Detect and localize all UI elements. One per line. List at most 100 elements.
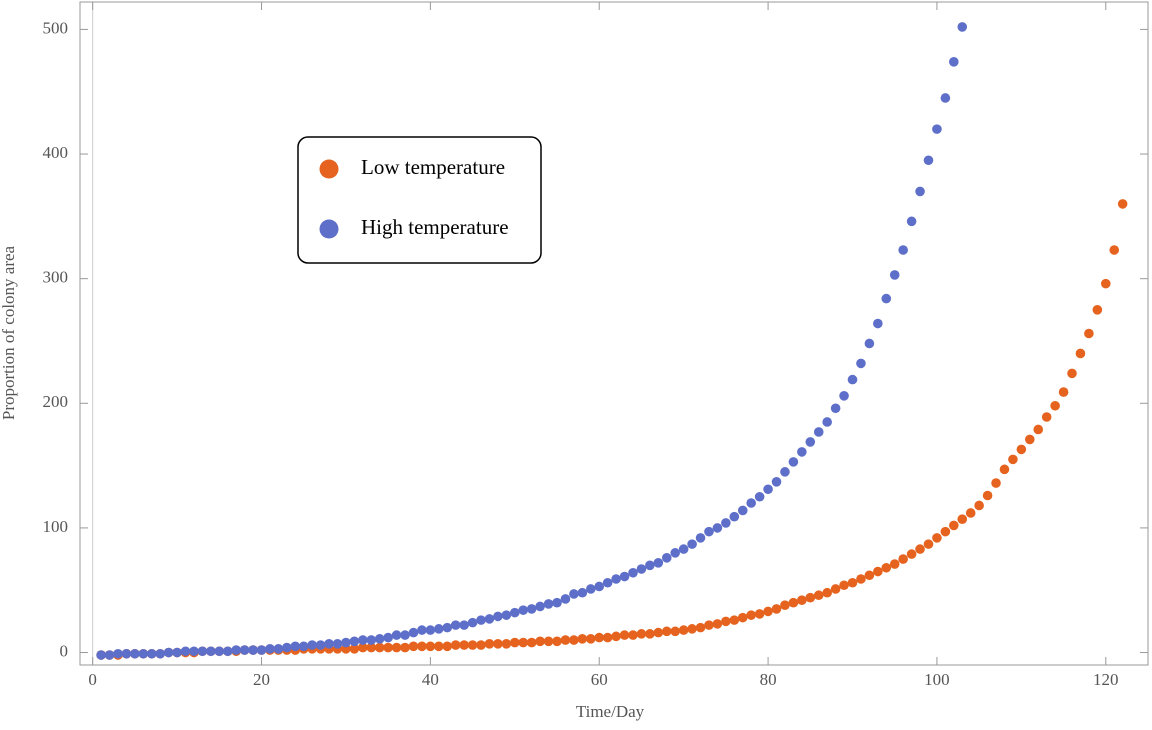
point — [509, 607, 520, 618]
point — [780, 600, 790, 610]
point — [940, 526, 951, 537]
point — [425, 625, 436, 635]
point — [695, 533, 706, 543]
y-tick-label: 100 — [43, 517, 69, 536]
legend-box — [297, 136, 542, 264]
point — [121, 648, 132, 659]
point — [1016, 444, 1027, 455]
point — [526, 604, 537, 614]
point — [197, 646, 208, 657]
point — [965, 508, 976, 518]
x-tick-label: 120 — [1093, 670, 1119, 689]
x-tick-label: 40 — [422, 670, 439, 689]
point — [1058, 387, 1069, 397]
point — [459, 620, 469, 630]
point — [366, 642, 377, 653]
point — [628, 567, 638, 578]
point — [535, 601, 545, 612]
point — [543, 636, 554, 647]
y-axis-label: Proportion of colony area — [0, 245, 18, 420]
point — [104, 650, 115, 660]
legend-marker — [319, 219, 339, 239]
point — [915, 544, 925, 554]
x-tick-label: 0 — [88, 670, 97, 689]
point — [754, 609, 765, 619]
point — [771, 604, 782, 614]
point — [763, 606, 773, 617]
point — [746, 610, 756, 620]
point — [712, 523, 723, 533]
point — [704, 620, 714, 630]
point — [526, 637, 537, 648]
point — [231, 645, 241, 655]
y-tick-label: 500 — [43, 18, 69, 37]
point — [915, 186, 925, 197]
point — [256, 645, 267, 655]
point — [721, 518, 731, 528]
point — [1109, 245, 1120, 255]
point — [1100, 278, 1111, 289]
point — [383, 632, 393, 643]
point — [417, 641, 427, 652]
point — [661, 553, 672, 563]
point — [349, 636, 360, 647]
y-tick-label: 200 — [43, 392, 69, 411]
point — [873, 318, 883, 329]
point — [712, 619, 723, 629]
point — [678, 544, 689, 554]
point — [856, 358, 866, 369]
point — [636, 564, 647, 574]
point — [1050, 400, 1060, 411]
point — [1067, 368, 1077, 379]
point — [949, 57, 959, 67]
point — [847, 374, 858, 385]
point — [594, 581, 605, 592]
point — [889, 270, 900, 280]
point — [130, 648, 140, 659]
point — [113, 648, 123, 659]
x-axis-label: Time/Day — [576, 702, 645, 721]
point — [729, 615, 740, 625]
point — [315, 640, 326, 650]
point — [797, 447, 807, 457]
point — [974, 500, 984, 511]
point — [450, 640, 461, 650]
point — [653, 627, 664, 638]
point — [678, 625, 689, 635]
point — [560, 635, 571, 645]
point — [138, 648, 149, 659]
point — [146, 648, 157, 659]
point — [298, 641, 309, 652]
point — [391, 630, 402, 640]
point — [830, 584, 841, 594]
point — [780, 467, 790, 477]
point — [248, 645, 258, 655]
point — [467, 640, 478, 650]
point — [1075, 348, 1086, 359]
point — [265, 643, 275, 654]
point — [366, 635, 377, 645]
point — [881, 562, 892, 573]
point — [493, 639, 503, 649]
point — [754, 491, 765, 502]
point — [358, 635, 368, 645]
point — [746, 498, 756, 508]
point — [307, 640, 317, 650]
point — [577, 587, 588, 598]
point — [636, 629, 647, 639]
point — [788, 457, 799, 467]
point — [535, 636, 545, 647]
plot-frame — [79, 1, 1149, 666]
point — [856, 574, 866, 584]
point — [611, 631, 621, 642]
point — [214, 646, 225, 657]
point — [628, 630, 638, 640]
point — [839, 580, 849, 591]
point — [585, 634, 596, 644]
point — [906, 216, 917, 227]
point — [391, 642, 402, 653]
point — [400, 630, 410, 640]
y-tick-label: 0 — [60, 641, 69, 660]
point — [982, 490, 993, 501]
point — [273, 643, 284, 654]
